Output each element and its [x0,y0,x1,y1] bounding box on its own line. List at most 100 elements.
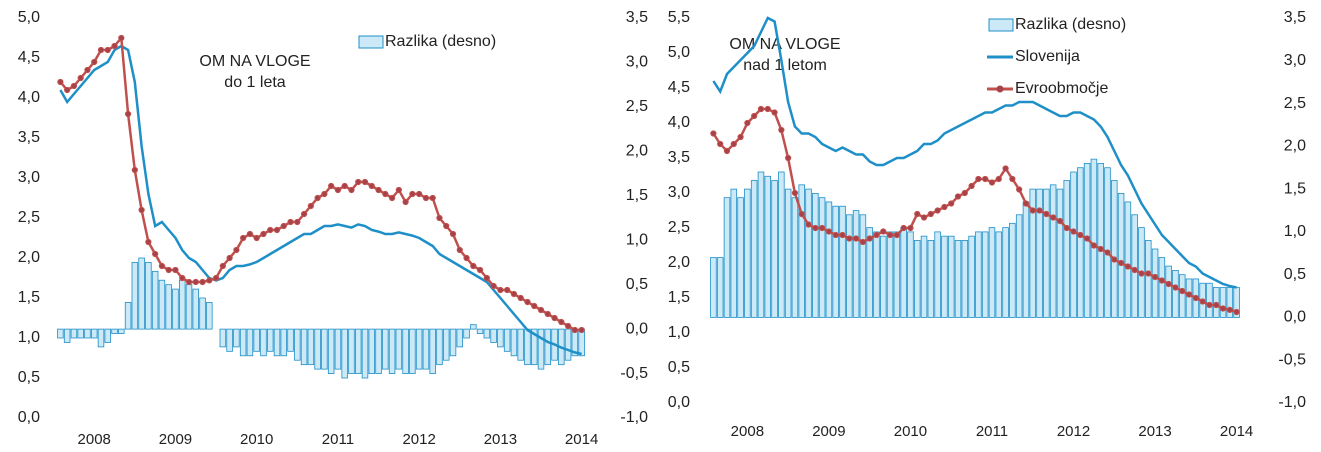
bar [846,214,853,318]
marker [91,58,98,66]
bar [422,328,430,370]
marker [1077,231,1084,239]
bar [988,227,996,318]
marker [341,182,348,190]
y-tick-label: 1,5 [668,289,690,306]
bar [947,235,955,318]
marker [778,126,785,134]
marker [723,147,731,155]
marker [798,210,805,218]
bar [1070,171,1077,318]
marker [1192,294,1199,302]
bar [1029,188,1037,318]
bar [778,171,785,318]
bar [321,328,328,370]
bar [578,328,585,357]
marker [791,189,799,197]
y-tick-label: 1,0 [668,324,690,341]
bar [981,231,989,318]
x-tick-label: 2011 [976,423,1008,440]
bar [927,240,935,318]
x-tick-label: 2009 [159,431,192,448]
y-tick-label: 2,0 [18,249,40,266]
bar [510,328,518,357]
marker [429,194,436,202]
marker [152,250,159,258]
bar [750,180,758,318]
bar [260,328,267,357]
marker [199,278,206,286]
bar [84,328,91,339]
marker [578,326,585,334]
bar [1178,274,1186,318]
marker [219,262,226,270]
legend-swatch [358,35,384,49]
bar [716,257,724,318]
marker [968,182,975,190]
marker [564,322,572,330]
bar [327,328,335,374]
marker [253,234,260,242]
bar [476,328,484,334]
bar [206,302,213,330]
marker [77,74,84,82]
bar [764,175,772,318]
bar [852,210,860,318]
bar [1104,167,1111,318]
bar [812,192,819,318]
bar [530,328,538,366]
x-tick-label: 2014 [565,431,598,448]
bar [402,328,409,374]
marker [368,182,375,190]
marker [233,246,240,254]
bar [490,328,497,343]
marker [348,186,355,194]
bar [564,328,572,361]
bar [941,235,948,318]
y2-tick-label: 3,0 [626,54,648,71]
marker [463,254,470,262]
marker [1219,305,1227,312]
x-tick-label: 2010 [240,431,273,448]
bar [449,328,457,357]
bar [524,328,531,366]
marker [165,266,172,274]
bar [415,328,423,370]
bar [63,328,71,343]
y-tick-label: 2,0 [668,254,690,271]
bar [266,328,274,352]
marker [852,235,860,242]
marker [314,194,321,202]
bar [744,188,751,318]
marker [524,298,531,306]
marker [382,190,389,198]
y2-tick-label: 1,5 [1284,180,1306,197]
marker [900,224,907,232]
x-tick-label: 2012 [1057,423,1090,440]
bar [1165,265,1172,318]
marker [361,178,369,186]
y2-tick-label: 3,0 [1284,52,1306,69]
y2-tick-label: 2,0 [626,143,648,160]
marker [571,326,578,334]
marker [1179,287,1186,295]
bar [737,197,744,318]
bar [1172,269,1179,318]
marker [1084,235,1091,242]
bar [1185,278,1193,318]
bar [165,284,172,330]
bar [784,188,792,318]
y-tick-label: 0,0 [668,394,690,411]
bar [1015,214,1023,318]
marker [70,82,78,90]
marker [941,203,948,211]
marker [1063,224,1070,232]
marker [321,190,328,198]
x-tick-label: 2013 [1138,423,1171,440]
legend-label: Razlika (desno) [1015,16,1126,33]
bar [361,328,369,379]
marker [914,210,921,218]
annotation: nad 1 letom [743,57,827,74]
bar [226,328,233,352]
marker [1009,175,1016,183]
